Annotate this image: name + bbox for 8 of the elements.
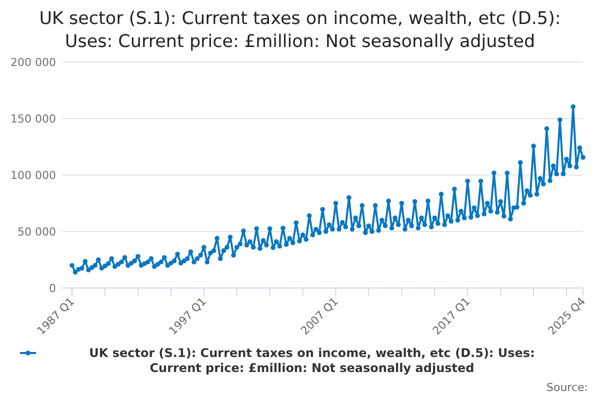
text: UK sector (S.1): Current taxes on income, wealth, etc (D.5): Uses: Current price: £million: Not seasonally adjusted (89, 346, 535, 375)
y-tick-label: 150 000 (10, 112, 56, 126)
y-tick-label: 200 000 (10, 56, 56, 69)
chart-title: UK sector (S.1): Current taxes on income, wealth, etc (D.5): Uses: Current price: £million: Not seasonally adjusted (39, 9, 561, 52)
y-tick-label: 100 000 (10, 169, 56, 182)
y-tick-label: 0 (49, 282, 56, 295)
y-tick-label: 50 000 (18, 226, 56, 238)
source-note: Source: (546, 381, 588, 394)
